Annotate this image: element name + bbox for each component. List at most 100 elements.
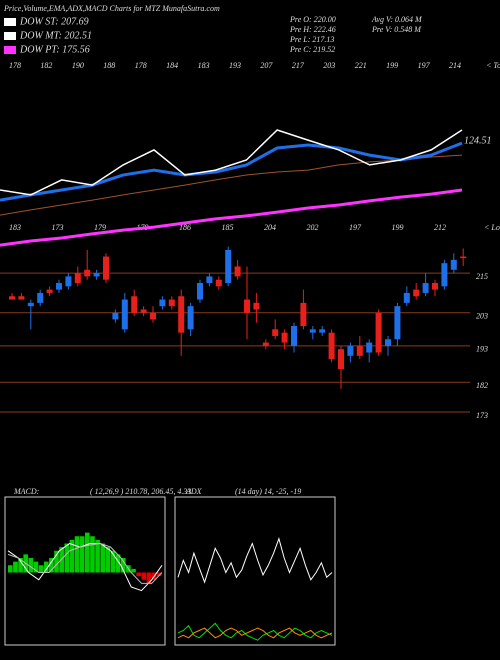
histogram-bar bbox=[156, 572, 162, 577]
y-tick-label: 203 bbox=[476, 312, 488, 321]
top-label: 182 bbox=[40, 61, 52, 70]
histogram-bar bbox=[110, 550, 116, 573]
candle-body bbox=[18, 296, 25, 300]
candle-body bbox=[338, 349, 344, 370]
histogram-bar bbox=[18, 558, 23, 573]
macd-params: ( 12,26,9 ) 210.78, 206.45, 4.33 bbox=[90, 487, 191, 496]
top-label: 184 bbox=[166, 61, 178, 70]
y-tick-label: 215 bbox=[476, 272, 488, 281]
candle-body bbox=[403, 292, 410, 303]
histogram-bar bbox=[95, 539, 100, 573]
stat: Avg V: 0.064 M bbox=[371, 15, 423, 24]
histogram-bar bbox=[100, 543, 106, 573]
low-label: 204 bbox=[264, 223, 276, 232]
histogram-bar bbox=[79, 536, 85, 573]
candle-body bbox=[215, 279, 222, 287]
low-label: 199 bbox=[392, 223, 404, 232]
histogram-bar bbox=[13, 561, 18, 573]
histogram-bar bbox=[28, 558, 34, 573]
candle-body bbox=[197, 283, 203, 300]
candle-body bbox=[56, 283, 62, 290]
stat: Pre O: 220.00 bbox=[289, 15, 336, 24]
y-tick-label: 173 bbox=[476, 411, 488, 420]
candle-body bbox=[103, 256, 109, 280]
top-label: 197 bbox=[418, 61, 431, 70]
histogram-bar bbox=[131, 568, 136, 573]
chart-title: Price,Volume,EMA,ADX,MACD Charts for MTZ… bbox=[3, 4, 220, 13]
adx-title: ADX bbox=[185, 487, 203, 496]
histogram-bar bbox=[105, 547, 111, 573]
candle-body bbox=[46, 289, 53, 293]
candle-body bbox=[150, 312, 156, 320]
candle-body bbox=[262, 342, 269, 346]
adx-params: (14 day) 14, -25, -19 bbox=[235, 487, 301, 496]
candle-body bbox=[112, 312, 119, 320]
histogram-bar bbox=[69, 539, 75, 573]
top-label: 193 bbox=[229, 61, 241, 70]
top-label: 188 bbox=[103, 61, 115, 70]
candle-body bbox=[74, 273, 81, 284]
candle-body bbox=[121, 299, 128, 330]
candle-body bbox=[319, 329, 326, 333]
lows-label: < Lows bbox=[484, 223, 500, 232]
histogram-bar bbox=[38, 565, 44, 573]
candle-body bbox=[441, 263, 448, 287]
y-tick-label: 193 bbox=[476, 345, 488, 354]
candle-body bbox=[291, 326, 297, 346]
histogram-bar bbox=[64, 543, 70, 573]
series-line bbox=[0, 141, 463, 202]
top-label: 207 bbox=[260, 61, 273, 70]
stat: Pre H: 222.46 bbox=[289, 25, 336, 34]
histogram-bar bbox=[90, 536, 95, 573]
candle-body bbox=[244, 299, 250, 313]
candle-body bbox=[187, 306, 194, 330]
candle-body bbox=[253, 302, 260, 310]
legend-label: DOW PT: 175.56 bbox=[19, 44, 90, 55]
candle-body bbox=[450, 259, 457, 270]
candle-body bbox=[9, 296, 15, 300]
candle-body bbox=[394, 306, 401, 340]
candle-body bbox=[131, 296, 138, 313]
histogram-bar bbox=[141, 572, 147, 580]
candle-body bbox=[225, 249, 232, 284]
low-label: 212 bbox=[434, 223, 446, 232]
candle-body bbox=[234, 266, 241, 277]
legend-swatch bbox=[4, 32, 16, 40]
top-label: 221 bbox=[355, 61, 367, 70]
series-line bbox=[177, 622, 333, 641]
series-line bbox=[0, 188, 463, 247]
low-label: 197 bbox=[349, 223, 362, 232]
top-label: 214 bbox=[449, 61, 461, 70]
candle-body bbox=[281, 332, 288, 343]
tops-label: < Tops bbox=[486, 61, 500, 70]
candle-body bbox=[309, 329, 316, 333]
candle-body bbox=[159, 299, 166, 307]
candle-body bbox=[206, 276, 213, 284]
y-tick-label: 182 bbox=[476, 381, 488, 390]
histogram-bar bbox=[54, 550, 59, 573]
histogram-bar bbox=[43, 561, 49, 573]
candle-body bbox=[366, 342, 373, 353]
low-label: 173 bbox=[52, 223, 64, 232]
last-value-label: 124.51 bbox=[464, 135, 492, 146]
series-line bbox=[0, 154, 463, 216]
candle-body bbox=[168, 299, 175, 307]
adx-frame bbox=[174, 496, 336, 646]
histogram-bar bbox=[33, 561, 39, 573]
top-label: 178 bbox=[135, 61, 147, 70]
candle-body bbox=[37, 292, 44, 303]
candle-body bbox=[65, 276, 72, 287]
series-line bbox=[177, 627, 333, 639]
low-label: 183 bbox=[9, 223, 21, 232]
legend-label: DOW MT: 202.51 bbox=[19, 30, 92, 41]
candle-body bbox=[356, 345, 363, 356]
series-line bbox=[7, 542, 163, 584]
top-label: 203 bbox=[323, 61, 335, 70]
candle-body bbox=[93, 273, 100, 277]
histogram-bar bbox=[85, 532, 90, 573]
histogram-bar bbox=[74, 536, 80, 573]
candle-body bbox=[27, 302, 34, 307]
candle-body bbox=[385, 339, 391, 346]
